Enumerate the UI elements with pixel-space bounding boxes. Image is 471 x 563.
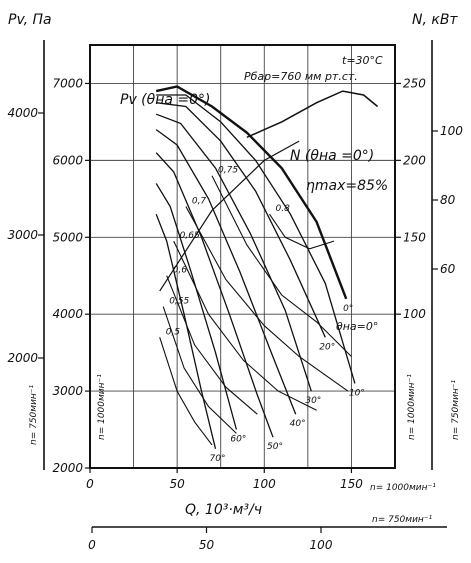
vane-curve-0 — [155, 85, 348, 300]
plot-frame — [89, 44, 396, 469]
efficiency-curve-label: 0,6 — [173, 266, 188, 276]
y-power-1000-tick-label: 100 — [403, 307, 426, 321]
eta-max-label: ηmax=85% — [306, 178, 388, 194]
y-pressure-1000-tick-label: 4000 — [52, 307, 83, 321]
vane-curve-label: 0° — [343, 304, 353, 314]
y-pressure-1000-tick-label: 5000 — [52, 230, 83, 244]
efficiency-curve-label: 0,5 — [166, 327, 181, 337]
condition-temperature: t=30°C — [342, 54, 383, 67]
efficiency-curve — [269, 213, 335, 250]
y-pressure-750-tick-label: 3000 — [7, 228, 38, 242]
x-main-tick-label: 150 — [340, 477, 363, 491]
vane-zero-label: θна=0° — [336, 320, 378, 333]
x-main-tick-label: 100 — [253, 477, 276, 491]
efficiency-curve-label: 0,55 — [169, 296, 189, 306]
condition-pressure: Pбар=760 мм рт.ст. — [244, 70, 358, 83]
plot-border — [89, 44, 396, 469]
efficiency-curve-label: 0.8 — [276, 204, 291, 214]
special-curves — [159, 90, 379, 292]
vane-curve-label: 20° — [319, 342, 335, 352]
y-power-1000-tick-label: 250 — [403, 76, 426, 90]
vane-curve-7 — [155, 213, 217, 449]
x-secondary-tick-label: 50 — [199, 538, 215, 552]
x-secondary-tick-label: 0 — [88, 538, 96, 552]
y-axis-left-label: Pv, Па — [8, 12, 52, 28]
vane-curve-label: 10° — [349, 388, 365, 398]
y-pressure-750-speed: n= 750мин⁻¹ — [29, 384, 39, 445]
y-power-750-speed: n= 750мин⁻¹ — [451, 379, 461, 440]
vane-curve-label: 50° — [267, 442, 283, 452]
y-power-750-tick-label: 60 — [440, 262, 456, 276]
y-pressure-1000-tick-label: 3000 — [52, 384, 83, 398]
efficiency-curve — [173, 240, 317, 411]
efficiency-curve — [211, 175, 352, 357]
vane-curve-3 — [155, 113, 312, 392]
vane-curve-label: 60° — [230, 435, 246, 445]
y-pressure-750-tick-label: 4000 — [7, 106, 38, 120]
y-pressure-1000-tick-label: 2000 — [52, 461, 83, 475]
y-power-1000-speed: n= 1000мин⁻¹ — [407, 374, 417, 440]
x-main-tick-label: 50 — [170, 477, 186, 491]
y-pressure-750-tick-label: 2000 — [7, 351, 38, 365]
y-power-1000-tick-label: 150 — [403, 230, 426, 244]
y-pressure-1000-speed: n= 1000мин⁻¹ — [97, 374, 107, 440]
vane-curve-1 — [156, 94, 356, 384]
grid — [90, 45, 395, 469]
power-curve — [246, 90, 379, 138]
power-curve-label: N (θна =0°) — [290, 148, 374, 164]
vane-curve-label: 70° — [210, 454, 226, 464]
x-main-tick-label: 0 — [86, 477, 94, 491]
x-axis-label: Q, 10³·м³/ч — [185, 502, 262, 518]
y-power-750-tick-label: 80 — [440, 193, 456, 207]
efficiency-curve-label: 0,65 — [180, 231, 200, 241]
x-axis-main-speed: n= 1000мин⁻¹ — [370, 483, 436, 493]
pressure-curve-label: Pv (θна =0°) — [120, 92, 211, 108]
efficiency-curve-label: 0,75 — [218, 166, 238, 176]
efficiency-curve — [162, 306, 237, 434]
vane-curve-2 — [156, 102, 326, 338]
efficiency-curve — [185, 206, 349, 392]
y-axis-right-label: N, кВт — [412, 12, 458, 28]
efficiency-curve-label: 0,7 — [192, 197, 207, 207]
vane-curve-label: 40° — [290, 419, 306, 429]
x-secondary-tick-label: 100 — [310, 538, 333, 552]
axes: 0 50 100 150 0 50 100 2000 3000 4000 5000 6000 7000 2… — [7, 40, 463, 552]
efficiency-curves: 0.8 0,75 0,7 0,65 0,6 0,55 0,5 — [159, 166, 352, 446]
vane-curve-label: 30° — [305, 396, 321, 406]
x-axis-secondary-speed: n= 750мин⁻¹ — [372, 515, 433, 525]
y-power-750-tick-label: 100 — [440, 124, 463, 138]
efficiency-curve — [159, 337, 213, 446]
vane-curve-5 — [155, 152, 274, 438]
y-pressure-1000-tick-label: 6000 — [52, 153, 83, 167]
eta-max-line — [159, 140, 300, 292]
y-power-1000-tick-label: 200 — [403, 153, 426, 167]
vane-curve-4 — [155, 129, 297, 415]
vane-curve-6 — [155, 183, 238, 430]
efficiency-curve — [166, 275, 258, 415]
y-pressure-1000-tick-label: 7000 — [52, 76, 83, 90]
vane-angle-curves: 0° 10° 20° 30° 40° 50° 60° 70° — [155, 85, 365, 464]
